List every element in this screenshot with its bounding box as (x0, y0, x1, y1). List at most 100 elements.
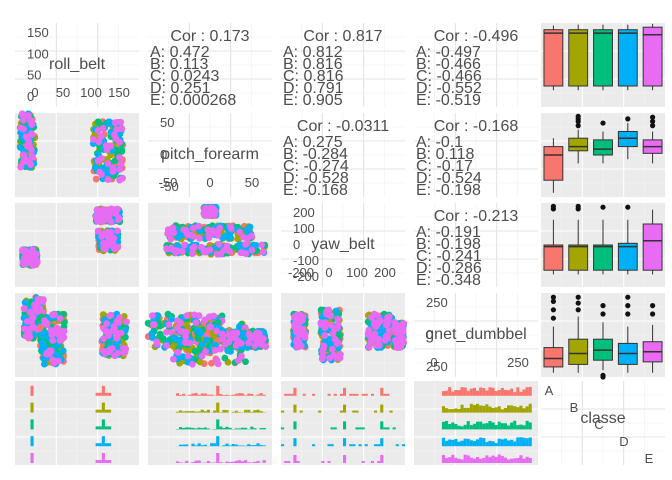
histogram-bar (472, 458, 476, 463)
histogram-bar (355, 410, 359, 413)
histogram-bar (312, 444, 316, 447)
y-tick-label: 0 (27, 89, 34, 104)
data-point (19, 246, 27, 254)
histogram-bar (296, 461, 300, 463)
correlation-overall: Cor : -0.0311 (297, 118, 389, 135)
data-point (164, 310, 172, 318)
data-point (242, 250, 250, 257)
data-point (194, 327, 202, 335)
data-point (21, 325, 28, 333)
histogram-bar (358, 427, 362, 430)
variable-label: yaw_belt (311, 236, 375, 253)
histogram-bar (343, 421, 347, 430)
data-point (198, 341, 206, 348)
data-point (97, 133, 105, 140)
histogram-bar (216, 419, 220, 430)
panel-r4-c0 (15, 381, 139, 465)
histogram-bar (222, 409, 226, 413)
histogram-bar (244, 427, 248, 430)
data-point (102, 245, 109, 253)
histogram-bar (287, 461, 291, 463)
histogram-bar (194, 460, 198, 463)
y-tick-label: 100 (293, 221, 315, 236)
histogram-bar (479, 405, 483, 413)
histogram-bar (339, 410, 343, 413)
histogram-bar (191, 411, 195, 413)
x-tick-label: 0 (206, 175, 213, 190)
histogram-bar (197, 460, 201, 463)
histogram-bar (287, 393, 291, 396)
histogram-bar (472, 387, 476, 396)
data-point (370, 333, 378, 340)
data-point (374, 318, 382, 326)
data-point (205, 234, 213, 242)
data-point (196, 358, 204, 366)
histogram-bar (250, 411, 254, 413)
histogram-bar (395, 444, 399, 447)
data-point (292, 328, 300, 336)
data-point (259, 248, 267, 256)
histogram-bar (441, 406, 445, 413)
correlation-class: C: -0.466 (416, 68, 482, 85)
histogram-bar (500, 409, 504, 413)
histogram-bar (525, 438, 529, 447)
histogram-bar (466, 421, 470, 430)
panel-r4-c3 (414, 381, 538, 465)
data-point (256, 330, 263, 338)
data-point (384, 313, 391, 321)
data-point (117, 118, 125, 126)
histogram-bar (507, 390, 511, 396)
data-point (148, 312, 156, 320)
histogram-bar (244, 460, 248, 463)
histogram-bar (485, 390, 489, 396)
histogram-bar (507, 440, 511, 447)
data-point (176, 319, 184, 326)
histogram-bar (253, 410, 257, 413)
data-point (119, 174, 126, 182)
box (543, 244, 564, 271)
y-tick-label: 0 (293, 237, 300, 252)
histogram-bar (460, 404, 464, 413)
histogram-bar (500, 439, 504, 447)
histogram-bar (488, 387, 492, 396)
histogram-bar (200, 428, 204, 430)
data-point (94, 118, 102, 126)
histogram-bar (293, 404, 297, 413)
histogram-bar (466, 390, 470, 396)
histogram-bar (250, 462, 254, 463)
data-point (184, 352, 192, 360)
histogram-bar (330, 427, 334, 430)
histogram-bar (188, 411, 192, 413)
histogram-bar (441, 391, 445, 396)
correlation-class: E: -0.198 (416, 182, 481, 199)
histogram-bar (179, 395, 183, 396)
histogram-bar (200, 409, 204, 413)
data-point (23, 317, 31, 325)
histogram-bar (95, 460, 99, 463)
histogram-bar (519, 424, 523, 430)
histogram-bar (219, 426, 223, 430)
data-point (299, 316, 306, 324)
histogram-bar (500, 456, 504, 463)
data-point (107, 235, 114, 242)
histogram-bar (516, 437, 520, 447)
histogram-bar (200, 445, 204, 447)
boxplot (543, 294, 564, 373)
histogram-bar (216, 453, 220, 463)
correlation-class: C: -0.241 (416, 248, 482, 265)
histogram-bar (179, 444, 183, 447)
histogram-bar (213, 443, 217, 447)
histogram-bar (476, 439, 480, 447)
data-point (170, 355, 177, 363)
histogram-bar (516, 407, 520, 413)
data-point (22, 133, 30, 140)
data-point (195, 346, 203, 354)
histogram-bar (250, 445, 254, 447)
histogram-bar (30, 436, 34, 447)
histogram-bar (182, 393, 186, 396)
data-point (153, 340, 161, 348)
correlation-class: B: 0.118 (416, 146, 475, 163)
data-point (156, 330, 164, 338)
data-point (391, 319, 399, 326)
